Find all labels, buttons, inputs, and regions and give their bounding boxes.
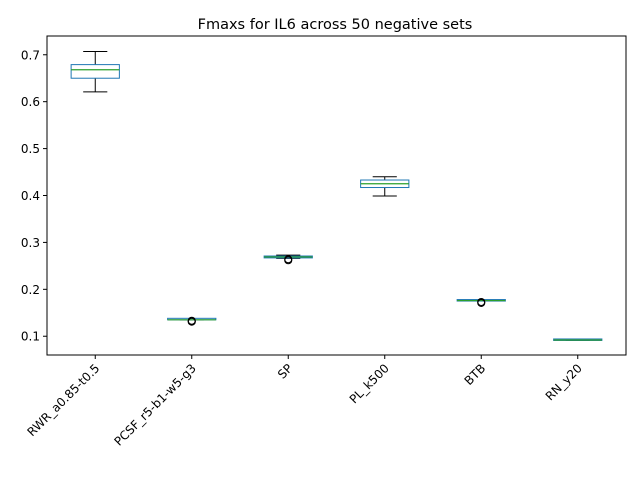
x-tick-label: RWR_a0.85-t0.5: [24, 361, 102, 439]
chart-title: Fmaxs for IL6 across 50 negative sets: [198, 17, 473, 33]
y-tick-label: 0.3: [21, 236, 40, 250]
box-group: [360, 176, 410, 197]
y-tick-label: 0.1: [21, 330, 40, 344]
plot-area-frame: [46, 35, 627, 356]
box-group: [553, 338, 603, 341]
x-tick-label: SP: [275, 361, 295, 381]
boxes-layer: [70, 50, 603, 341]
y-axis: 0.1 0.2 0.3 0.4 0.5 0.6 0.7: [21, 48, 47, 344]
box-group: [456, 297, 506, 307]
x-tick-label: BTB: [462, 361, 489, 388]
x-axis: RWR_a0.85-t0.5 PCSF_r5-b1-w5-g3 SP PL_k500 B…: [24, 355, 585, 449]
box-iqr: [70, 64, 120, 79]
x-tick-label: PL_k500: [347, 361, 392, 406]
y-tick-label: 0.7: [21, 48, 40, 62]
box-group: [167, 316, 217, 326]
y-tick-label: 0.6: [21, 95, 40, 109]
x-tick-label: RN_y20: [543, 361, 585, 403]
outlier-point: [477, 297, 486, 307]
y-tick-label: 0.4: [21, 189, 40, 203]
outlier-point: [284, 255, 293, 264]
outlier-point: [187, 316, 196, 325]
box-group: [70, 50, 120, 93]
x-tick-label: PCSF_r5-b1-w5-g3: [111, 361, 198, 448]
y-tick-label: 0.2: [21, 283, 40, 297]
y-tick-label: 0.5: [21, 142, 40, 156]
box-group: [263, 254, 313, 265]
